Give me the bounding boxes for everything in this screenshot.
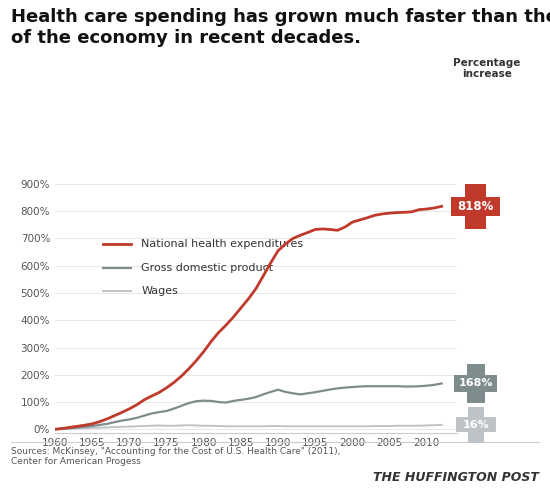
Text: THE HUFFINGTON POST: THE HUFFINGTON POST — [373, 471, 539, 484]
Text: 168%: 168% — [459, 378, 493, 388]
Text: 16%: 16% — [463, 420, 489, 430]
Text: Percentage
increase: Percentage increase — [453, 58, 520, 79]
Text: 818%: 818% — [458, 200, 494, 213]
Text: National health expenditures: National health expenditures — [141, 239, 304, 249]
Text: Health care spending has grown much faster than the rest
of the economy in recen: Health care spending has grown much fast… — [11, 8, 550, 47]
Text: Sources: McKinsey, "Accounting for the Cost of U.S. Health Care" (2011),
Center : Sources: McKinsey, "Accounting for the C… — [11, 447, 340, 466]
Text: Wages: Wages — [141, 287, 178, 296]
Text: Gross domestic product: Gross domestic product — [141, 263, 273, 273]
